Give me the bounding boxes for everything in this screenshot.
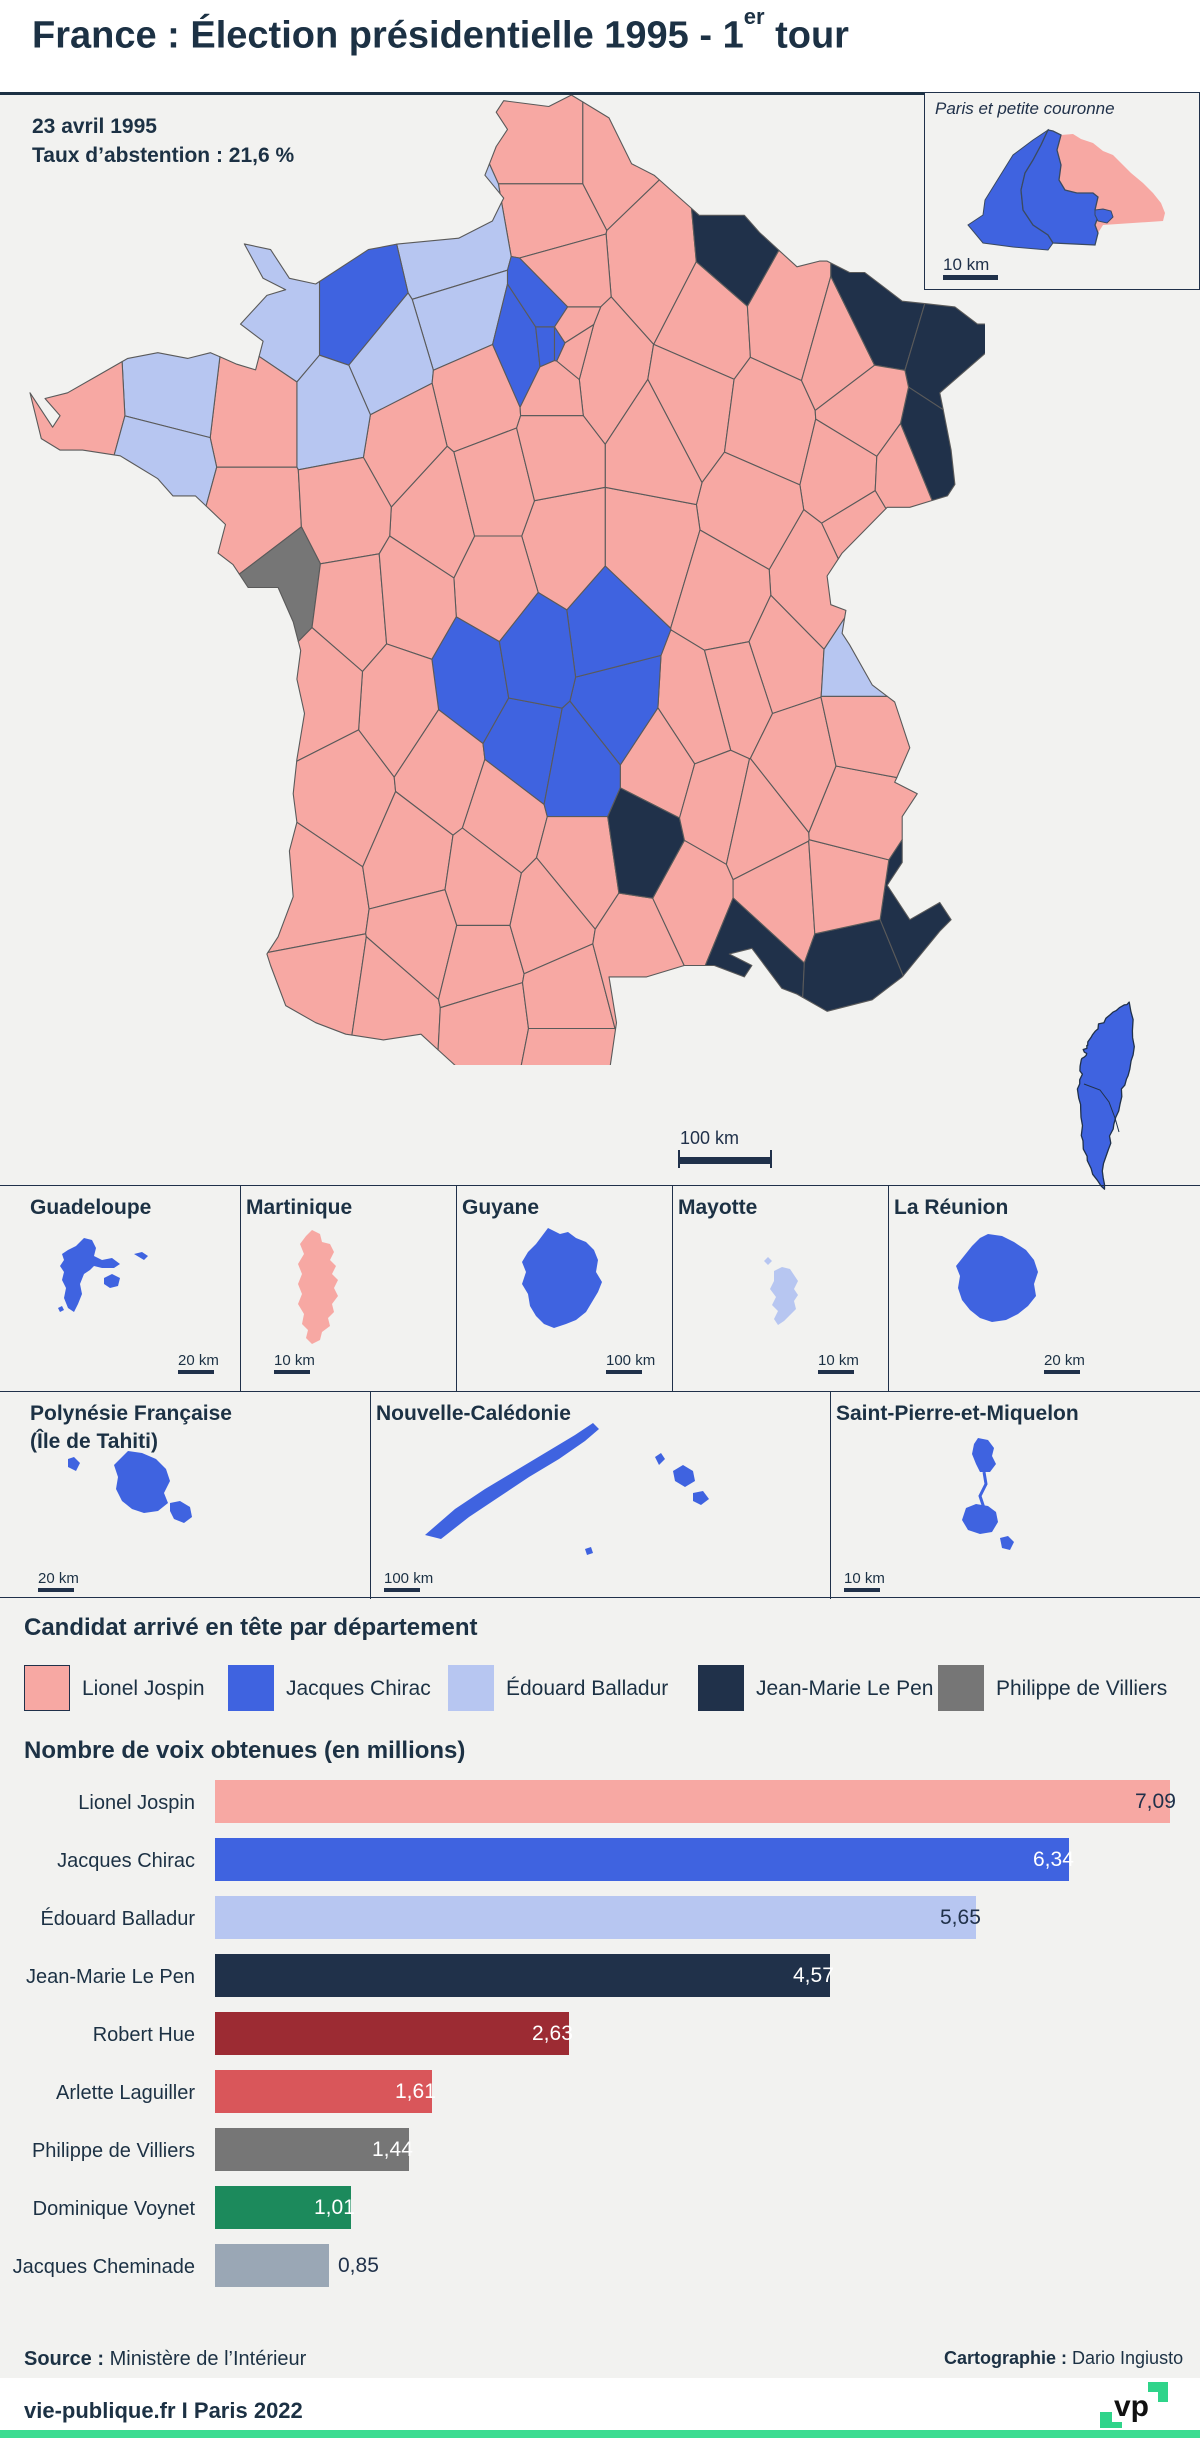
svg-text:vp: vp [1114, 2390, 1149, 2423]
